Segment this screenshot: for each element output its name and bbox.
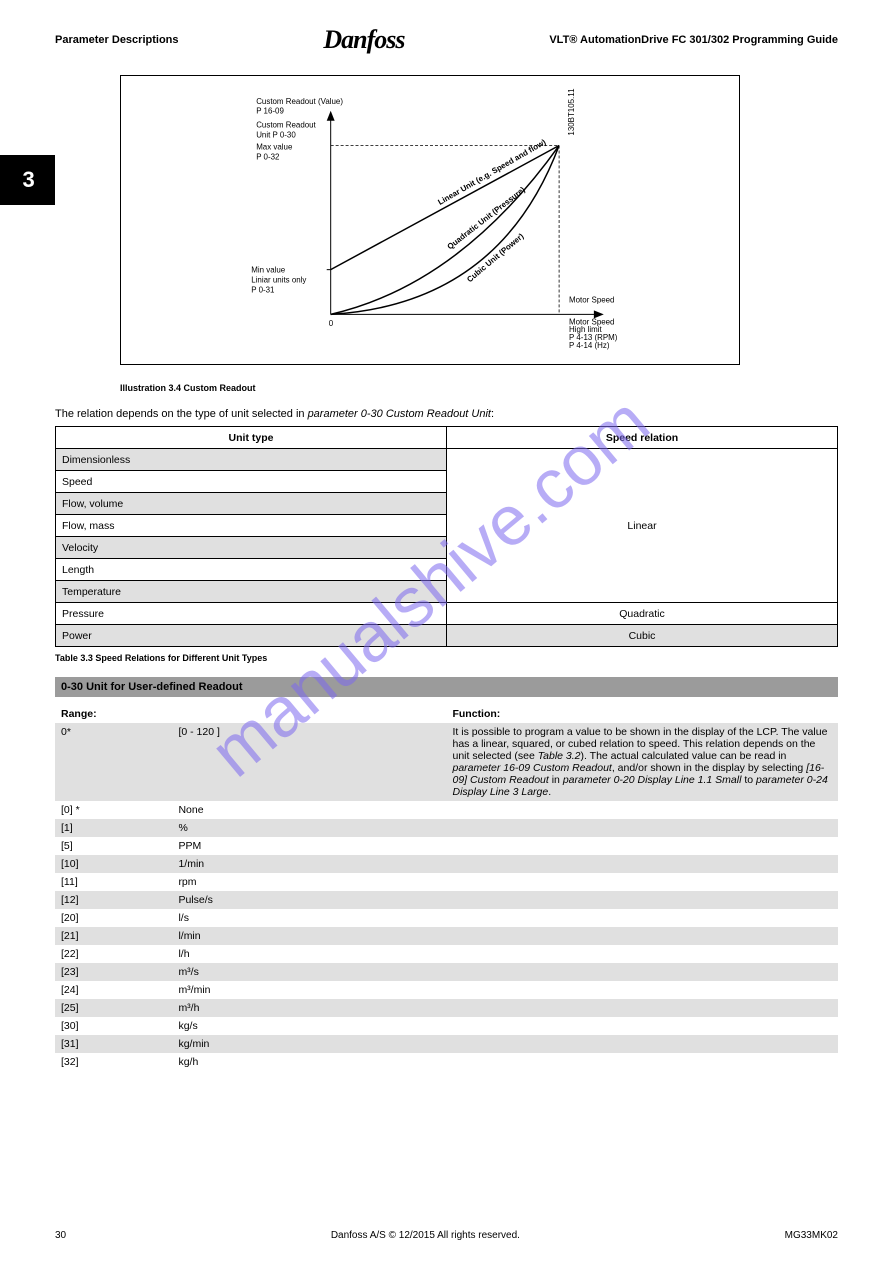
footer-center: Danfoss A/S © 12/2015 All rights reserve… xyxy=(331,1230,520,1241)
chart-y-min1: Min value xyxy=(251,266,286,275)
chart-y-max1: Max value xyxy=(256,142,293,151)
param-col-func: Function: xyxy=(446,705,838,723)
footer-code: MG33MK02 xyxy=(785,1230,838,1241)
param-option-label: l/s xyxy=(172,909,446,927)
relation-table-caption: Table 3.3 Speed Relations for Different … xyxy=(55,653,838,663)
chart-y-top2: P 16-09 xyxy=(256,107,284,116)
rel-cell: Length xyxy=(56,559,447,581)
param-option-code: [5] xyxy=(55,837,172,855)
param-option-code: [30] xyxy=(55,1017,172,1035)
param-header: 0-30 Unit for User-defined Readout xyxy=(55,677,838,697)
param-option-label: PPM xyxy=(172,837,446,855)
rel-cell: Speed xyxy=(56,471,447,493)
chart-svg: Custom Readout (Value) P 16-09 Custom Re… xyxy=(121,76,739,364)
header-right-text: VLT® AutomationDrive FC 301/302 Programm… xyxy=(549,34,838,46)
param-option-label: kg/h xyxy=(172,1053,446,1071)
param-option-code: [23] xyxy=(55,963,172,981)
relation-intro: The relation depends on the type of unit… xyxy=(55,408,838,420)
param-option-code: [24] xyxy=(55,981,172,999)
param-option-label: 1/min xyxy=(172,855,446,873)
chart-y-mid2: Unit P 0-30 xyxy=(256,131,296,140)
rel-header-left: Unit type xyxy=(56,427,447,449)
param-option-code: [1] xyxy=(55,819,172,837)
param-option-blank xyxy=(446,963,838,981)
param-func-text: It is possible to program a value to be … xyxy=(446,723,838,801)
page-footer: 30 Danfoss A/S © 12/2015 All rights rese… xyxy=(55,1230,838,1241)
param-option-label: m³/h xyxy=(172,999,446,1017)
chart-curve-linear: Linear Unit (e.g. Speed and flow) xyxy=(436,137,547,206)
param-table: Range: Function: 0* [0 - 120 ] It is pos… xyxy=(55,705,838,1071)
param-option-label: Pulse/s xyxy=(172,891,446,909)
section-number-box: 3 xyxy=(0,155,55,205)
param-option-blank xyxy=(446,1035,838,1053)
param-option-label: rpm xyxy=(172,873,446,891)
rel-right-linear: Linear xyxy=(447,449,838,603)
rel-right-quad: Quadratic xyxy=(447,603,838,625)
section-number-space xyxy=(35,167,47,193)
section-number: 3 xyxy=(23,167,35,193)
param-option-blank xyxy=(446,819,838,837)
rel-cell: Flow, volume xyxy=(56,493,447,515)
param-option-blank xyxy=(446,855,838,873)
relation-table: Unit type Speed relation DimensionlessLi… xyxy=(55,426,838,647)
chart-y-min2: Liniar units only xyxy=(251,276,306,285)
chart-y-top1: Custom Readout (Value) xyxy=(256,97,343,106)
param-option-label: kg/min xyxy=(172,1035,446,1053)
param-option-code: [10] xyxy=(55,855,172,873)
param-option-label: None xyxy=(172,801,446,819)
param-option-label: l/min xyxy=(172,927,446,945)
chart-x-right: Motor Speed xyxy=(569,295,614,304)
param-option-label: l/h xyxy=(172,945,446,963)
chart-caption: Illustration 3.4 Custom Readout xyxy=(120,383,838,393)
param-option-code: [0] * xyxy=(55,801,172,819)
chart-x-origin: 0 xyxy=(329,319,334,328)
param-option-blank xyxy=(446,873,838,891)
rel-cell: Pressure xyxy=(56,603,447,625)
param-option-label: % xyxy=(172,819,446,837)
param-option-blank xyxy=(446,981,838,999)
param-option-code: [22] xyxy=(55,945,172,963)
chart-y-max2: P 0-32 xyxy=(256,152,280,161)
param-option-code: [32] xyxy=(55,1053,172,1071)
param-default-opt: 0* xyxy=(55,723,172,801)
param-option-blank xyxy=(446,999,838,1017)
chart-x-foot4: P 4-14 (Hz) xyxy=(569,341,610,350)
param-option-blank xyxy=(446,945,838,963)
rel-cell: Dimensionless xyxy=(56,449,447,471)
chart-y-mid1: Custom Readout xyxy=(256,121,316,130)
param-option-blank xyxy=(446,927,838,945)
footer-page: 30 xyxy=(55,1230,66,1241)
header-left-text: Parameter Descriptions xyxy=(55,34,179,46)
param-option-code: [31] xyxy=(55,1035,172,1053)
page-header: Parameter Descriptions Danfoss VLT® Auto… xyxy=(55,25,838,55)
param-option-blank xyxy=(446,891,838,909)
chart-y-min3: P 0-31 xyxy=(251,285,275,294)
rel-right-cubic: Cubic xyxy=(447,625,838,647)
rel-cell: Power xyxy=(56,625,447,647)
rel-cell: Velocity xyxy=(56,537,447,559)
param-option-blank xyxy=(446,1017,838,1035)
param-col-range: Range: xyxy=(55,705,172,723)
rel-header-right: Speed relation xyxy=(447,427,838,449)
param-option-code: [21] xyxy=(55,927,172,945)
param-option-blank xyxy=(446,909,838,927)
param-option-code: [12] xyxy=(55,891,172,909)
danfoss-logo: Danfoss xyxy=(323,25,404,55)
param-option-label: m³/s xyxy=(172,963,446,981)
param-option-label: kg/s xyxy=(172,1017,446,1035)
param-option-blank xyxy=(446,801,838,819)
param-option-code: [20] xyxy=(55,909,172,927)
rel-cell: Flow, mass xyxy=(56,515,447,537)
param-default-label: [0 - 120 ] xyxy=(172,723,446,801)
param-option-label: m³/min xyxy=(172,981,446,999)
param-option-blank xyxy=(446,837,838,855)
custom-readout-chart: Custom Readout (Value) P 16-09 Custom Re… xyxy=(120,75,740,365)
param-option-blank xyxy=(446,1053,838,1071)
rel-cell: Temperature xyxy=(56,581,447,603)
chart-side-code: 130BT105.11 xyxy=(567,88,576,136)
param-option-code: [25] xyxy=(55,999,172,1017)
param-option-code: [11] xyxy=(55,873,172,891)
